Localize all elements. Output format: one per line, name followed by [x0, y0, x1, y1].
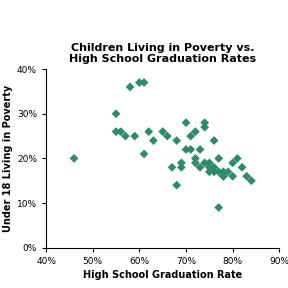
Point — [114, 129, 118, 134]
Point — [202, 120, 207, 125]
Point — [202, 161, 207, 165]
Point — [230, 161, 235, 165]
Point — [212, 138, 216, 143]
Point — [216, 205, 221, 210]
Point — [118, 129, 123, 134]
Point — [188, 147, 193, 152]
Point — [193, 161, 198, 165]
Point — [193, 156, 198, 161]
Point — [188, 134, 193, 138]
Point — [170, 165, 174, 170]
Point — [216, 156, 221, 161]
Point — [216, 169, 221, 174]
Point — [193, 129, 198, 134]
Title: Children Living in Poverty vs.
High School Graduation Rates: Children Living in Poverty vs. High Scho… — [69, 43, 256, 64]
Point — [114, 111, 118, 116]
Point — [198, 165, 202, 170]
Point — [198, 147, 202, 152]
Point — [72, 156, 76, 161]
Point — [221, 169, 226, 174]
Point — [184, 147, 188, 152]
X-axis label: High School Graduation Rate: High School Graduation Rate — [83, 270, 242, 280]
Point — [207, 165, 212, 170]
Point — [235, 156, 240, 161]
Point — [207, 169, 212, 174]
Point — [212, 169, 216, 174]
Point — [165, 134, 170, 138]
Point — [207, 161, 212, 165]
Point — [160, 129, 165, 134]
Point — [132, 134, 137, 138]
Point — [202, 125, 207, 130]
Point — [226, 169, 230, 174]
Point — [179, 165, 184, 170]
Point — [184, 120, 188, 125]
Point — [146, 129, 151, 134]
Point — [245, 174, 249, 179]
Y-axis label: Under 18 Living in Poverty: Under 18 Living in Poverty — [3, 85, 13, 232]
Point — [175, 138, 179, 143]
Point — [142, 80, 146, 85]
Point — [240, 165, 244, 170]
Point — [212, 165, 216, 170]
Point — [175, 183, 179, 187]
Point — [179, 161, 184, 165]
Point — [151, 138, 156, 143]
Point — [142, 151, 146, 156]
Point — [123, 134, 128, 138]
Point — [137, 80, 142, 85]
Point — [221, 174, 226, 179]
Point — [230, 174, 235, 179]
Point — [221, 174, 226, 179]
Point — [249, 178, 254, 183]
Point — [128, 85, 132, 89]
